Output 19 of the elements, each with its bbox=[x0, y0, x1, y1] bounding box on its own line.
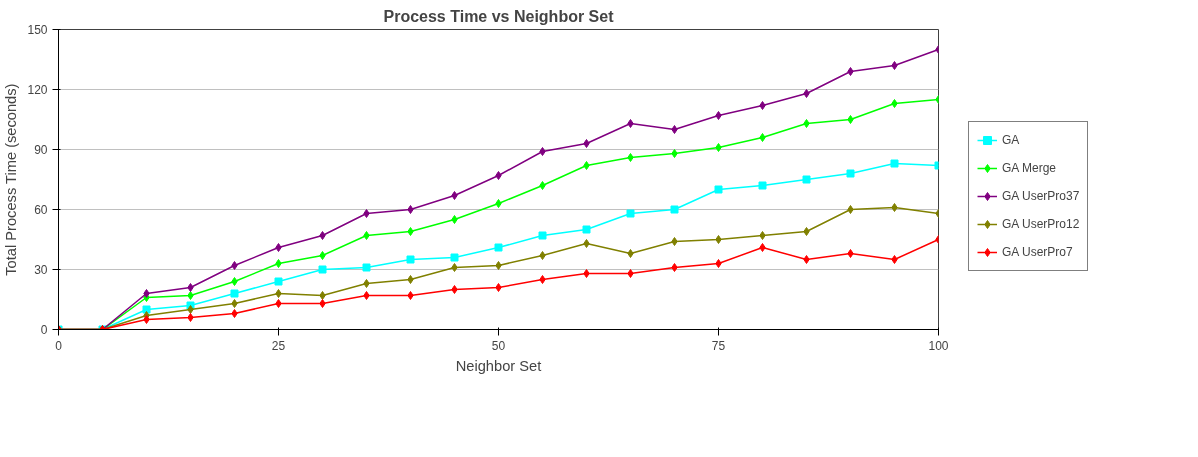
legend-label: GA UserPro12 bbox=[1002, 217, 1080, 231]
y-tick-label: 30 bbox=[34, 263, 48, 277]
x-tick-label: 100 bbox=[928, 338, 949, 353]
y-tick-label: 60 bbox=[34, 203, 48, 217]
legend-label: GA bbox=[1002, 133, 1021, 147]
y-tick-label: 150 bbox=[27, 23, 48, 37]
x-tick-label: 25 bbox=[271, 338, 286, 353]
chart-title: Process Time vs Neighbor Set bbox=[383, 7, 615, 25]
x-tick-label: 50 bbox=[491, 338, 506, 353]
x-tick-label: 75 bbox=[711, 338, 726, 353]
x-axis-title: Neighbor Set bbox=[455, 357, 542, 374]
y-tick-label: 120 bbox=[27, 83, 48, 97]
legend-label: GA UserPro7 bbox=[1002, 245, 1073, 259]
y-axis-title: Total Process Time (seconds) bbox=[3, 83, 20, 276]
legend-label: GA Merge bbox=[1002, 161, 1057, 175]
y-tick-label: 90 bbox=[34, 143, 48, 157]
y-tick-label: 0 bbox=[40, 323, 48, 337]
x-tick-label: 0 bbox=[55, 338, 63, 353]
legend-label: GA UserPro37 bbox=[1002, 189, 1080, 203]
